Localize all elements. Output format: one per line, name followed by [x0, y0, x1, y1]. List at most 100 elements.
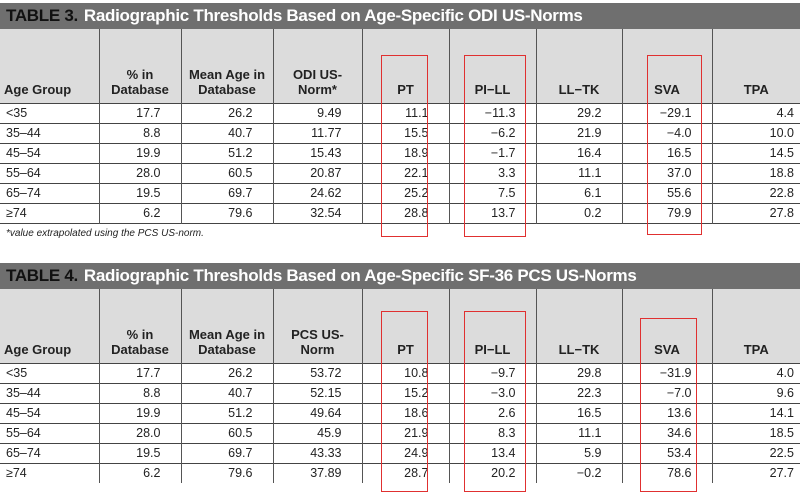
- table-cell: 55.6: [622, 183, 713, 204]
- column-header: SVA: [622, 29, 713, 104]
- table-cell: 22.8: [712, 183, 800, 204]
- table-caption: Radiographic Thresholds Based on Age-Spe…: [83, 266, 637, 285]
- table-cell: 45.9: [273, 423, 363, 444]
- table-cell: 22.5: [712, 443, 800, 464]
- column-header: TPA: [712, 29, 800, 104]
- table-cell: 8.8: [99, 123, 182, 144]
- table-cell: 55–64: [0, 423, 100, 444]
- column-header: LL−TK: [536, 29, 623, 104]
- column-header: Mean Age in Database: [181, 29, 274, 104]
- table-cell: 14.5: [712, 143, 800, 164]
- column-header: PI−LL: [449, 289, 537, 364]
- table-cell: −4.0: [622, 123, 713, 144]
- column-header: ODI US-Norm*: [273, 29, 363, 104]
- table-cell: −1.7: [449, 143, 537, 164]
- table-row: 35–44 8.8 40.7 11.77 15.5 −6.2 21.9 −4.0 10.0: [0, 123, 800, 144]
- table-cell: 43.33: [273, 443, 363, 464]
- table-row: 45–54 19.9 51.2 49.64 18.6 2.6 16.5 13.6 14.1: [0, 403, 800, 424]
- table-cell: 79.6: [181, 203, 274, 224]
- table-cell: 37.89: [273, 463, 363, 483]
- table-cell: 28.8: [362, 203, 450, 224]
- table-cell: 27.7: [712, 463, 800, 483]
- table-4: TABLE 4. Radiographic Thresholds Based on…: [0, 263, 800, 483]
- table-cell: 7.5: [449, 183, 537, 204]
- table-cell: 16.5: [536, 403, 623, 424]
- column-header: % in Database: [99, 29, 182, 104]
- table-cell: 78.6: [622, 463, 713, 483]
- table-cell: 40.7: [181, 383, 274, 404]
- header-row: Age Group% in Database Mean Age in Databa…: [0, 29, 800, 104]
- table-cell: 35–44: [0, 383, 100, 404]
- table-3: TABLE 3. Radiographic Thresholds Based on…: [0, 3, 800, 243]
- table-cell: 16.4: [536, 143, 623, 164]
- table-4-grid: Age Group% in Database Mean Age in Databa…: [0, 289, 800, 483]
- table-cell: 53.4: [622, 443, 713, 464]
- table-cell: 21.9: [536, 123, 623, 144]
- table-cell: 4.4: [712, 103, 800, 124]
- table-3-title: TABLE 3. Radiographic Thresholds Based on…: [0, 3, 800, 29]
- table-cell: 65–74: [0, 443, 100, 464]
- table-cell: 69.7: [181, 443, 274, 464]
- table-cell: −29.1: [622, 103, 713, 124]
- column-header: PCS US-Norm: [273, 289, 363, 364]
- table-cell: ≥74: [0, 203, 100, 224]
- table-cell: <35: [0, 103, 100, 124]
- table-cell: 19.5: [99, 443, 182, 464]
- table-cell: 20.87: [273, 163, 363, 184]
- table-number: TABLE 3.: [6, 6, 78, 25]
- table-cell: 9.49: [273, 103, 363, 124]
- table-cell: 18.5: [712, 423, 800, 444]
- table-cell: ≥74: [0, 463, 100, 483]
- table-cell: −9.7: [449, 363, 537, 384]
- table-cell: 22.1: [362, 163, 450, 184]
- table-footnote: *value extrapolated using the PCS US-nor…: [0, 223, 800, 243]
- table-cell: 20.2: [449, 463, 537, 483]
- table-row: 65–74 19.5 69.7 24.62 25.2 7.5 6.1 55.6 22.8: [0, 183, 800, 204]
- table-cell: 40.7: [181, 123, 274, 144]
- column-header: PI−LL: [449, 29, 537, 104]
- table-cell: 79.6: [181, 463, 274, 483]
- table-cell: 2.6: [449, 403, 537, 424]
- table-cell: 17.7: [99, 103, 182, 124]
- table-cell: 29.2: [536, 103, 623, 124]
- table-cell: 19.5: [99, 183, 182, 204]
- table-row: 65–74 19.5 69.7 43.33 24.9 13.4 5.9 53.4 22.5: [0, 443, 800, 464]
- table-cell: 22.3: [536, 383, 623, 404]
- table-cell: 65–74: [0, 183, 100, 204]
- table-cell: 16.5: [622, 143, 713, 164]
- table-row: <35 17.7 26.2 53.72 10.8 −9.7 29.8 −31.9 4.0: [0, 363, 800, 384]
- table-3-grid: Age Group% in Database Mean Age in Databa…: [0, 29, 800, 243]
- table-cell: 4.0: [712, 363, 800, 384]
- table-cell: 0.2: [536, 203, 623, 224]
- table-cell: −0.2: [536, 463, 623, 483]
- table-cell: 17.7: [99, 363, 182, 384]
- column-header: Mean Age in Database: [181, 289, 274, 364]
- table-row: ≥74 6.2 79.6 37.89 28.7 20.2 −0.2 78.6 27.7: [0, 463, 800, 483]
- table-cell: −3.0: [449, 383, 537, 404]
- table-cell: 18.9: [362, 143, 450, 164]
- table-cell: 11.1: [536, 423, 623, 444]
- table-cell: 15.2: [362, 383, 450, 404]
- table-cell: 9.6: [712, 383, 800, 404]
- table-cell: −6.2: [449, 123, 537, 144]
- table-cell: 29.8: [536, 363, 623, 384]
- table-cell: 15.43: [273, 143, 363, 164]
- table-row: 45–54 19.9 51.2 15.43 18.9 −1.7 16.4 16.5 14.5: [0, 143, 800, 164]
- table-cell: 45–54: [0, 403, 100, 424]
- table-cell: 55–64: [0, 163, 100, 184]
- table-cell: 11.1: [536, 163, 623, 184]
- column-header: TPA: [712, 289, 800, 364]
- table-cell: 37.0: [622, 163, 713, 184]
- table-cell: 52.15: [273, 383, 363, 404]
- column-header: SVA: [622, 289, 713, 364]
- table-cell: 34.6: [622, 423, 713, 444]
- table-cell: 15.5: [362, 123, 450, 144]
- table-cell: 13.6: [622, 403, 713, 424]
- table-cell: 45–54: [0, 143, 100, 164]
- header-row: Age Group% in Database Mean Age in Databa…: [0, 289, 800, 364]
- table-cell: 26.2: [181, 103, 274, 124]
- table-cell: 6.1: [536, 183, 623, 204]
- table-cell: 60.5: [181, 163, 274, 184]
- table-cell: 18.8: [712, 163, 800, 184]
- table-cell: 25.2: [362, 183, 450, 204]
